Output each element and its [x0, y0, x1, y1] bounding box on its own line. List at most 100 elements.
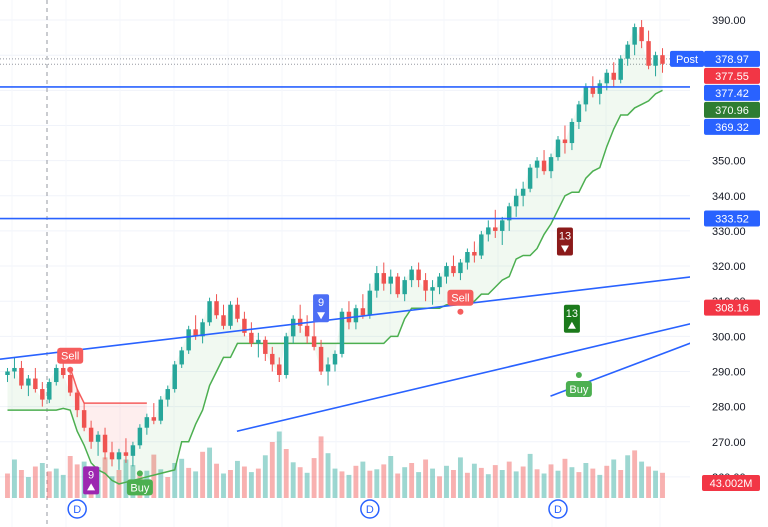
volume-badge-label: 43.002M: [710, 478, 753, 490]
candle: [388, 269, 393, 295]
candle: [67, 371, 73, 397]
candle: [583, 83, 589, 112]
candle: [270, 346, 275, 372]
candle-body: [451, 266, 456, 274]
signal-dot: [67, 366, 74, 373]
volume-bar: [123, 459, 129, 498]
price-badge-label: 370.96: [715, 105, 749, 117]
candle: [513, 188, 519, 217]
candle-body: [395, 276, 400, 295]
candle-body: [297, 318, 303, 326]
volume-bar: [562, 458, 568, 498]
volume-bar: [53, 468, 59, 498]
volume-bar: [32, 466, 38, 498]
candle-body: [26, 378, 31, 386]
signal-dot: [575, 372, 582, 378]
candle-body: [207, 301, 212, 323]
price-badge-label: 333.52: [715, 214, 749, 226]
candle: [74, 389, 80, 418]
candle: [304, 315, 310, 344]
candle-body: [214, 301, 219, 316]
candle: [423, 273, 428, 302]
volume-bar: [46, 471, 52, 498]
volume-bar: [639, 461, 645, 498]
signal-label-box: [565, 381, 592, 397]
candle-body: [541, 160, 547, 172]
candle-body: [402, 280, 407, 295]
price-axis[interactable]: 390.00380.00370.00360.00350.00340.00330.…: [670, 0, 768, 527]
candle-body: [158, 399, 164, 421]
arrow-down-icon: [560, 245, 569, 253]
candle: [534, 157, 540, 179]
candle-body: [381, 273, 387, 284]
candle: [88, 420, 94, 449]
price-badge-box: [704, 299, 760, 316]
candle-body: [109, 452, 115, 460]
volume-bar: [207, 447, 213, 498]
count-number: 9: [318, 297, 324, 309]
drawn-lines[interactable]: [0, 86, 768, 433]
candle: [19, 360, 24, 390]
candle-body: [555, 139, 561, 158]
count-box: [313, 294, 330, 323]
volume-bar: [527, 453, 533, 498]
candle: [444, 262, 449, 284]
volume-bar: [283, 449, 289, 498]
candle: [33, 367, 38, 393]
volume-bar: [457, 457, 463, 498]
volume-bar: [221, 473, 226, 498]
candle-body: [409, 269, 414, 281]
candle-body: [277, 364, 282, 375]
volume-bar: [464, 472, 470, 498]
candle-body: [67, 375, 73, 393]
signal-label: Buy: [130, 482, 149, 494]
trend-line: [550, 312, 768, 397]
candlestick-series: [5, 20, 665, 470]
candle: [158, 396, 164, 425]
volume-bar: [179, 458, 185, 498]
volume-bar: [430, 468, 435, 498]
price-badge: 378.97: [704, 50, 760, 67]
candle-body: [325, 364, 331, 372]
candle-body: [47, 382, 52, 400]
candle: [242, 311, 247, 337]
y-tick-label: 290.00: [712, 366, 746, 378]
candle-body: [583, 86, 589, 105]
candle: [81, 403, 87, 432]
volume-bar: [402, 467, 408, 498]
candle-body: [486, 227, 491, 235]
price-badge: 377.55: [704, 67, 760, 84]
candle: [221, 304, 226, 330]
volume-bar: [625, 455, 631, 498]
candle: [402, 276, 407, 302]
price-badge-label: 369.32: [715, 122, 749, 134]
count-box: [556, 227, 573, 256]
price-badge-box: [704, 101, 760, 118]
candle-body: [144, 417, 150, 428]
volume-bar: [492, 465, 498, 498]
candle-body: [130, 445, 136, 456]
volume-bar: [248, 472, 254, 498]
candle-body: [19, 367, 24, 386]
volume-bar: [318, 436, 324, 498]
candle: [625, 41, 630, 66]
candle: [374, 266, 380, 298]
y-tick-label: 350.00: [712, 156, 746, 168]
volume-bar: [39, 463, 45, 498]
candle: [479, 230, 484, 260]
candle-body: [270, 353, 275, 365]
candle-body: [534, 160, 540, 168]
volume-bar: [534, 469, 540, 498]
dividend-letter: D: [366, 504, 374, 516]
dividend-circle: [548, 499, 568, 519]
candle: [458, 259, 463, 281]
signal-label-box: [57, 347, 84, 364]
candle-body: [639, 27, 644, 42]
dividend-marker: D: [67, 499, 87, 519]
candle: [597, 79, 603, 105]
candle: [430, 280, 435, 305]
volume-bar: [325, 453, 331, 498]
candle: [297, 304, 303, 333]
candle: [207, 297, 212, 326]
